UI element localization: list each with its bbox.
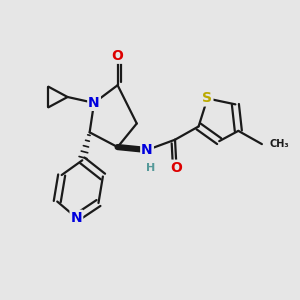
Text: O: O [112, 49, 124, 63]
Text: N: N [141, 143, 153, 157]
Text: N: N [88, 96, 100, 110]
Text: O: O [171, 161, 182, 175]
Text: H: H [146, 163, 155, 173]
Text: N: N [70, 211, 82, 225]
Text: S: S [202, 92, 212, 106]
Text: CH₃: CH₃ [269, 139, 289, 149]
